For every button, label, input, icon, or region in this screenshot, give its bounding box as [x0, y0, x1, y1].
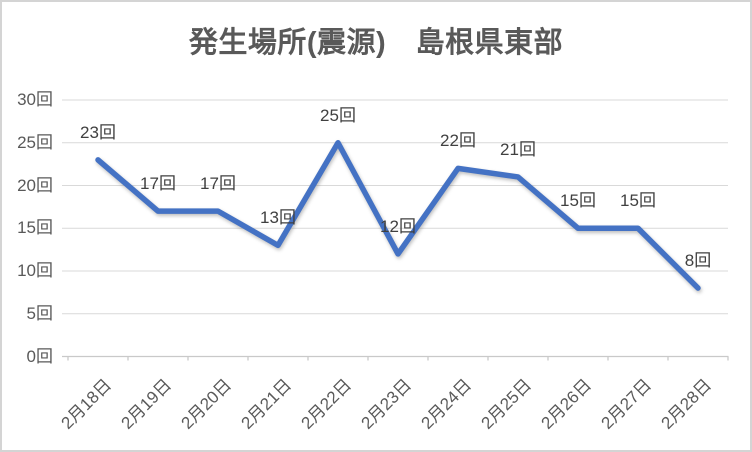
y-tick-label: 20回 [17, 175, 53, 195]
data-point-label: 21回 [500, 139, 536, 159]
y-tick-label: 5回 [26, 303, 53, 323]
data-point-label: 17回 [200, 174, 236, 194]
data-point-label: 13回 [260, 208, 296, 228]
y-tick-label: 30回 [17, 90, 53, 109]
y-tick-label: 10回 [17, 261, 53, 280]
data-point-label: 12回 [380, 216, 416, 236]
y-tick-label: 25回 [17, 132, 53, 152]
data-point-label: 23回 [80, 122, 116, 142]
data-point-label: 15回 [560, 191, 596, 211]
data-series-line [95, 140, 701, 291]
data-point-label: 8回 [684, 251, 712, 271]
y-tick-label: 0回 [26, 346, 53, 366]
data-point-label: 25回 [320, 105, 356, 125]
data-point-label: 22回 [440, 131, 476, 151]
chart-title: 発生場所(震源) 島根県東部 [188, 27, 564, 59]
data-point-label: 17回 [140, 174, 176, 194]
y-tick-label: 15回 [17, 218, 53, 238]
data-point-label: 15回 [620, 191, 656, 211]
